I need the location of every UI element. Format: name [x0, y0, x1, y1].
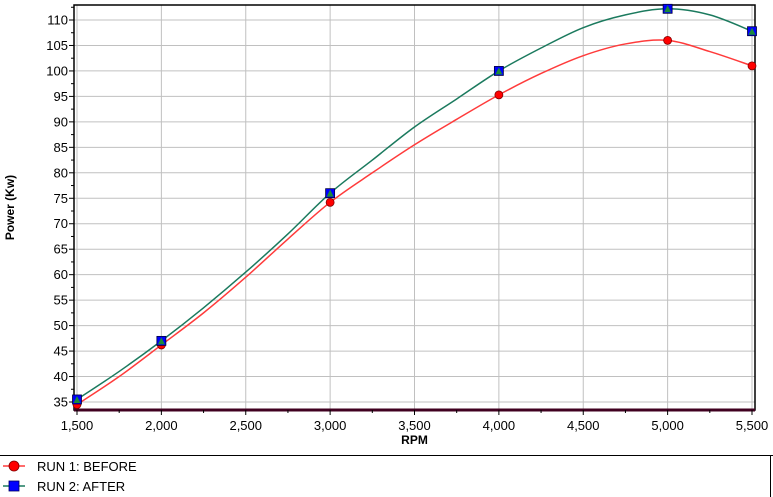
x-axis-label: RPM: [401, 433, 428, 447]
data-point-run2: [325, 188, 336, 199]
triangle-marker: [664, 5, 672, 13]
legend-divider: [770, 455, 771, 497]
y-tick-label: 65: [54, 242, 68, 257]
x-tick-label: 4,000: [483, 418, 516, 433]
x-tick-label: 2,000: [145, 418, 178, 433]
square-marker-icon: [3, 480, 25, 492]
y-tick-label: 55: [54, 293, 68, 308]
triangle-marker: [748, 27, 756, 35]
legend-item-run2: RUN 2: AFTER: [0, 476, 773, 496]
x-tick-label: 1,500: [61, 418, 94, 433]
y-tick-label: 45: [54, 344, 68, 359]
data-point-run2: [72, 394, 82, 405]
y-tick-label: 110: [47, 13, 68, 28]
y-tick-label: 60: [54, 267, 68, 282]
data-point-run1: [494, 90, 504, 100]
data-point-run2: [747, 26, 757, 37]
y-tick-label: 95: [54, 89, 68, 104]
y-tick-label: 40: [54, 369, 68, 384]
x-tick-label: 5,000: [651, 418, 684, 433]
y-tick-label: 35: [54, 395, 68, 410]
power-chart: 35 40 45 50 55 60 65 70 75 80 85 90 95 100 105 110 1,500…: [3, 3, 769, 447]
legend-label-run2: RUN 2: AFTER: [37, 478, 126, 494]
data-point-run2: [662, 3, 673, 14]
triangle-marker: [495, 67, 503, 75]
data-point-run2: [493, 66, 504, 76]
triangle-marker: [157, 337, 165, 345]
legend-label-run1: RUN 1: BEFORE: [37, 458, 137, 474]
data-point-run2: [156, 335, 167, 346]
data-point-run1: [325, 197, 335, 207]
y-tick-label: 75: [54, 191, 68, 206]
legend: RUN 1: BEFORE RUN 2: AFTER: [0, 455, 773, 496]
y-tick-label: 85: [54, 140, 68, 155]
data-point-run1: [663, 35, 673, 45]
y-tick-label: 90: [54, 114, 68, 129]
y-tick-label: 80: [54, 165, 68, 180]
triangle-marker: [73, 395, 81, 403]
y-tick-label: 50: [54, 318, 68, 333]
legend-item-run1: RUN 1: BEFORE: [0, 456, 773, 476]
data-point-run1: [747, 61, 757, 71]
y-tick-label: 70: [54, 216, 68, 231]
circle-marker-icon: [3, 460, 25, 472]
x-tick-label: 3,000: [314, 418, 347, 433]
x-tick-label: 5,500: [736, 418, 769, 433]
x-tick-label: 2,500: [229, 418, 262, 433]
y-tick-label: 105: [46, 38, 68, 53]
y-axis-label: Power (Kw): [3, 175, 17, 240]
y-tick-label: 100: [46, 63, 68, 78]
series-line-run1: [76, 39, 753, 406]
series-line-run2: [76, 8, 753, 401]
triangle-marker: [326, 189, 334, 197]
x-tick-label: 4,500: [567, 418, 600, 433]
x-tick-label: 3,500: [398, 418, 431, 433]
